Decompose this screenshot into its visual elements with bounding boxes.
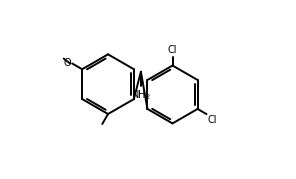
Text: Cl: Cl [207, 115, 217, 125]
Text: O: O [64, 59, 71, 69]
Text: Cl: Cl [168, 45, 177, 55]
Text: NH$_2$: NH$_2$ [131, 88, 150, 102]
